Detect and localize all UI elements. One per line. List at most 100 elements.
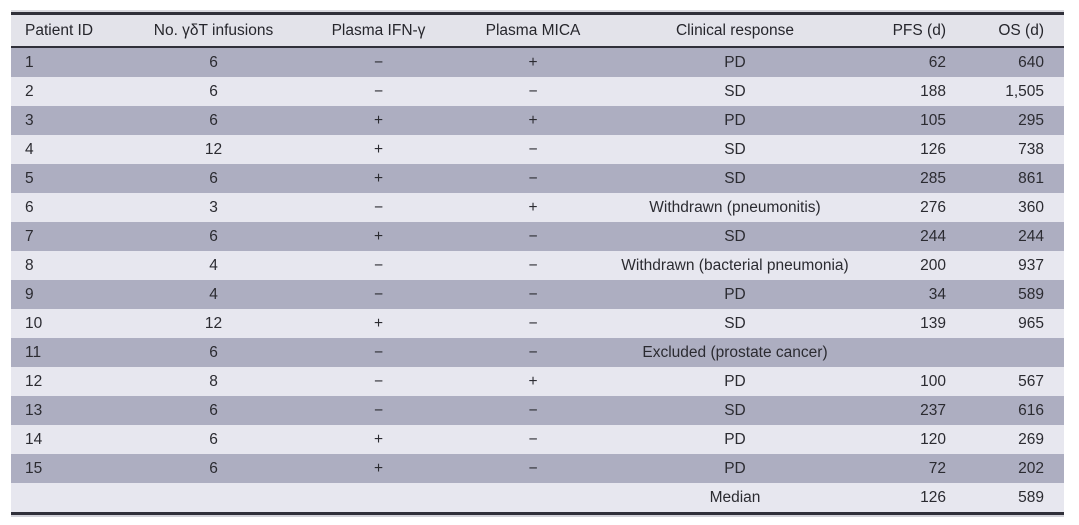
table-cell: 589	[960, 483, 1064, 514]
table-body: 1 6− + PD 62 640 2 6− − SD 188 1,505 3 6 + + PD 105 295 4 12…	[11, 47, 1064, 514]
table-cell: 3	[11, 106, 121, 135]
table-cell: 6	[121, 106, 306, 135]
table-row: 1 6− + PD 62 640	[11, 47, 1064, 77]
table-cell: 200	[855, 251, 960, 280]
table-cell: 13	[11, 396, 121, 425]
table-cell: 12	[11, 367, 121, 396]
table-cell: SD	[615, 135, 855, 164]
table-cell: 120	[855, 425, 960, 454]
table-cell: 295	[960, 106, 1064, 135]
table-cell: 9	[11, 280, 121, 309]
table-cell: SD	[615, 396, 855, 425]
table-cell: SD	[615, 309, 855, 338]
table-row: 11 6− − Excluded (prostate cancer)	[11, 338, 1064, 367]
table-row: 13 6− − SD 237 616	[11, 396, 1064, 425]
table-cell: 567	[960, 367, 1064, 396]
table-cell: 1	[11, 47, 121, 77]
table-cell: 237	[855, 396, 960, 425]
table-cell: 12	[121, 309, 306, 338]
table-cell: 360	[960, 193, 1064, 222]
table-cell: +	[451, 106, 615, 135]
table-cell: +	[451, 47, 615, 77]
table-cell: 3	[121, 193, 306, 222]
table-cell: 965	[960, 309, 1064, 338]
table-cell	[121, 483, 306, 514]
table-cell: +	[306, 454, 451, 483]
patient-outcomes-table: Patient ID No. γδT infusions Plasma IFN-…	[11, 12, 1064, 515]
table-cell: Withdrawn (bacterial pneumonia)	[615, 251, 855, 280]
table-cell: 285	[855, 164, 960, 193]
table-cell: 6	[121, 77, 306, 106]
table-row: 5 6 + − SD 285 861	[11, 164, 1064, 193]
table-cell: −	[451, 338, 615, 367]
table-row: 9 4− − PD 34 589	[11, 280, 1064, 309]
table-cell: 6	[121, 164, 306, 193]
table-cell: −	[451, 77, 615, 106]
table-row: 2 6− − SD 188 1,505	[11, 77, 1064, 106]
table-cell: −	[451, 164, 615, 193]
table-cell: Excluded (prostate cancer)	[615, 338, 855, 367]
table-cell: 10	[11, 309, 121, 338]
table-cell: −	[306, 396, 451, 425]
table-cell: SD	[615, 77, 855, 106]
table-cell: −	[451, 425, 615, 454]
table-row: 12 8− + PD 100 567	[11, 367, 1064, 396]
table-row: 7 6 + − SD 244 244	[11, 222, 1064, 251]
column-header-patient-id: Patient ID	[11, 13, 121, 48]
table-cell: SD	[615, 164, 855, 193]
table-cell: 105	[855, 106, 960, 135]
table-cell	[11, 483, 121, 514]
column-header-os: OS (d)	[960, 13, 1064, 48]
table-cell: PD	[615, 367, 855, 396]
table-cell: 62	[855, 47, 960, 77]
table-row: 8 4− − Withdrawn (bacterial pneumonia) 200 93…	[11, 251, 1064, 280]
column-header-plasma-ifn: Plasma IFN-γ	[306, 13, 451, 48]
table-cell: 34	[855, 280, 960, 309]
table-row: 3 6 + + PD 105 295	[11, 106, 1064, 135]
table-cell: 244	[960, 222, 1064, 251]
table-cell: 15	[11, 454, 121, 483]
table-cell: 202	[960, 454, 1064, 483]
table-cell: −	[451, 309, 615, 338]
table-cell: 8	[121, 367, 306, 396]
table-cell: +	[306, 135, 451, 164]
table-cell: +	[451, 193, 615, 222]
table-cell: SD	[615, 222, 855, 251]
table-cell: 2	[11, 77, 121, 106]
table-cell: 188	[855, 77, 960, 106]
table-cell: −	[451, 280, 615, 309]
table-cell: −	[451, 396, 615, 425]
table-cell	[855, 338, 960, 367]
table-cell: 6	[121, 396, 306, 425]
table-cell: +	[306, 106, 451, 135]
table-row: Median 126 589	[11, 483, 1064, 514]
table-cell: +	[451, 367, 615, 396]
table-cell: −	[451, 222, 615, 251]
table-cell: 616	[960, 396, 1064, 425]
table-cell: 6	[11, 193, 121, 222]
table-cell: PD	[615, 280, 855, 309]
table-cell: 4	[121, 251, 306, 280]
table-cell: −	[451, 251, 615, 280]
table-cell: −	[306, 338, 451, 367]
table-cell: 139	[855, 309, 960, 338]
table-cell: −	[306, 77, 451, 106]
table-cell: +	[306, 425, 451, 454]
table-cell: 589	[960, 280, 1064, 309]
table-cell: 14	[11, 425, 121, 454]
table-row: 14 6 + − PD 120 269	[11, 425, 1064, 454]
table-cell: PD	[615, 454, 855, 483]
table-cell: −	[306, 280, 451, 309]
table-cell: 6	[121, 222, 306, 251]
table-cell: 4	[11, 135, 121, 164]
table-cell: +	[306, 222, 451, 251]
table-cell: −	[306, 47, 451, 77]
table-cell: 1,505	[960, 77, 1064, 106]
table-row: 4 12 + − SD 126 738	[11, 135, 1064, 164]
table-cell	[306, 483, 451, 514]
table-row: 10 12 + − SD 139 965	[11, 309, 1064, 338]
column-header-pfs: PFS (d)	[855, 13, 960, 48]
table-cell: 100	[855, 367, 960, 396]
table-cell: 11	[11, 338, 121, 367]
